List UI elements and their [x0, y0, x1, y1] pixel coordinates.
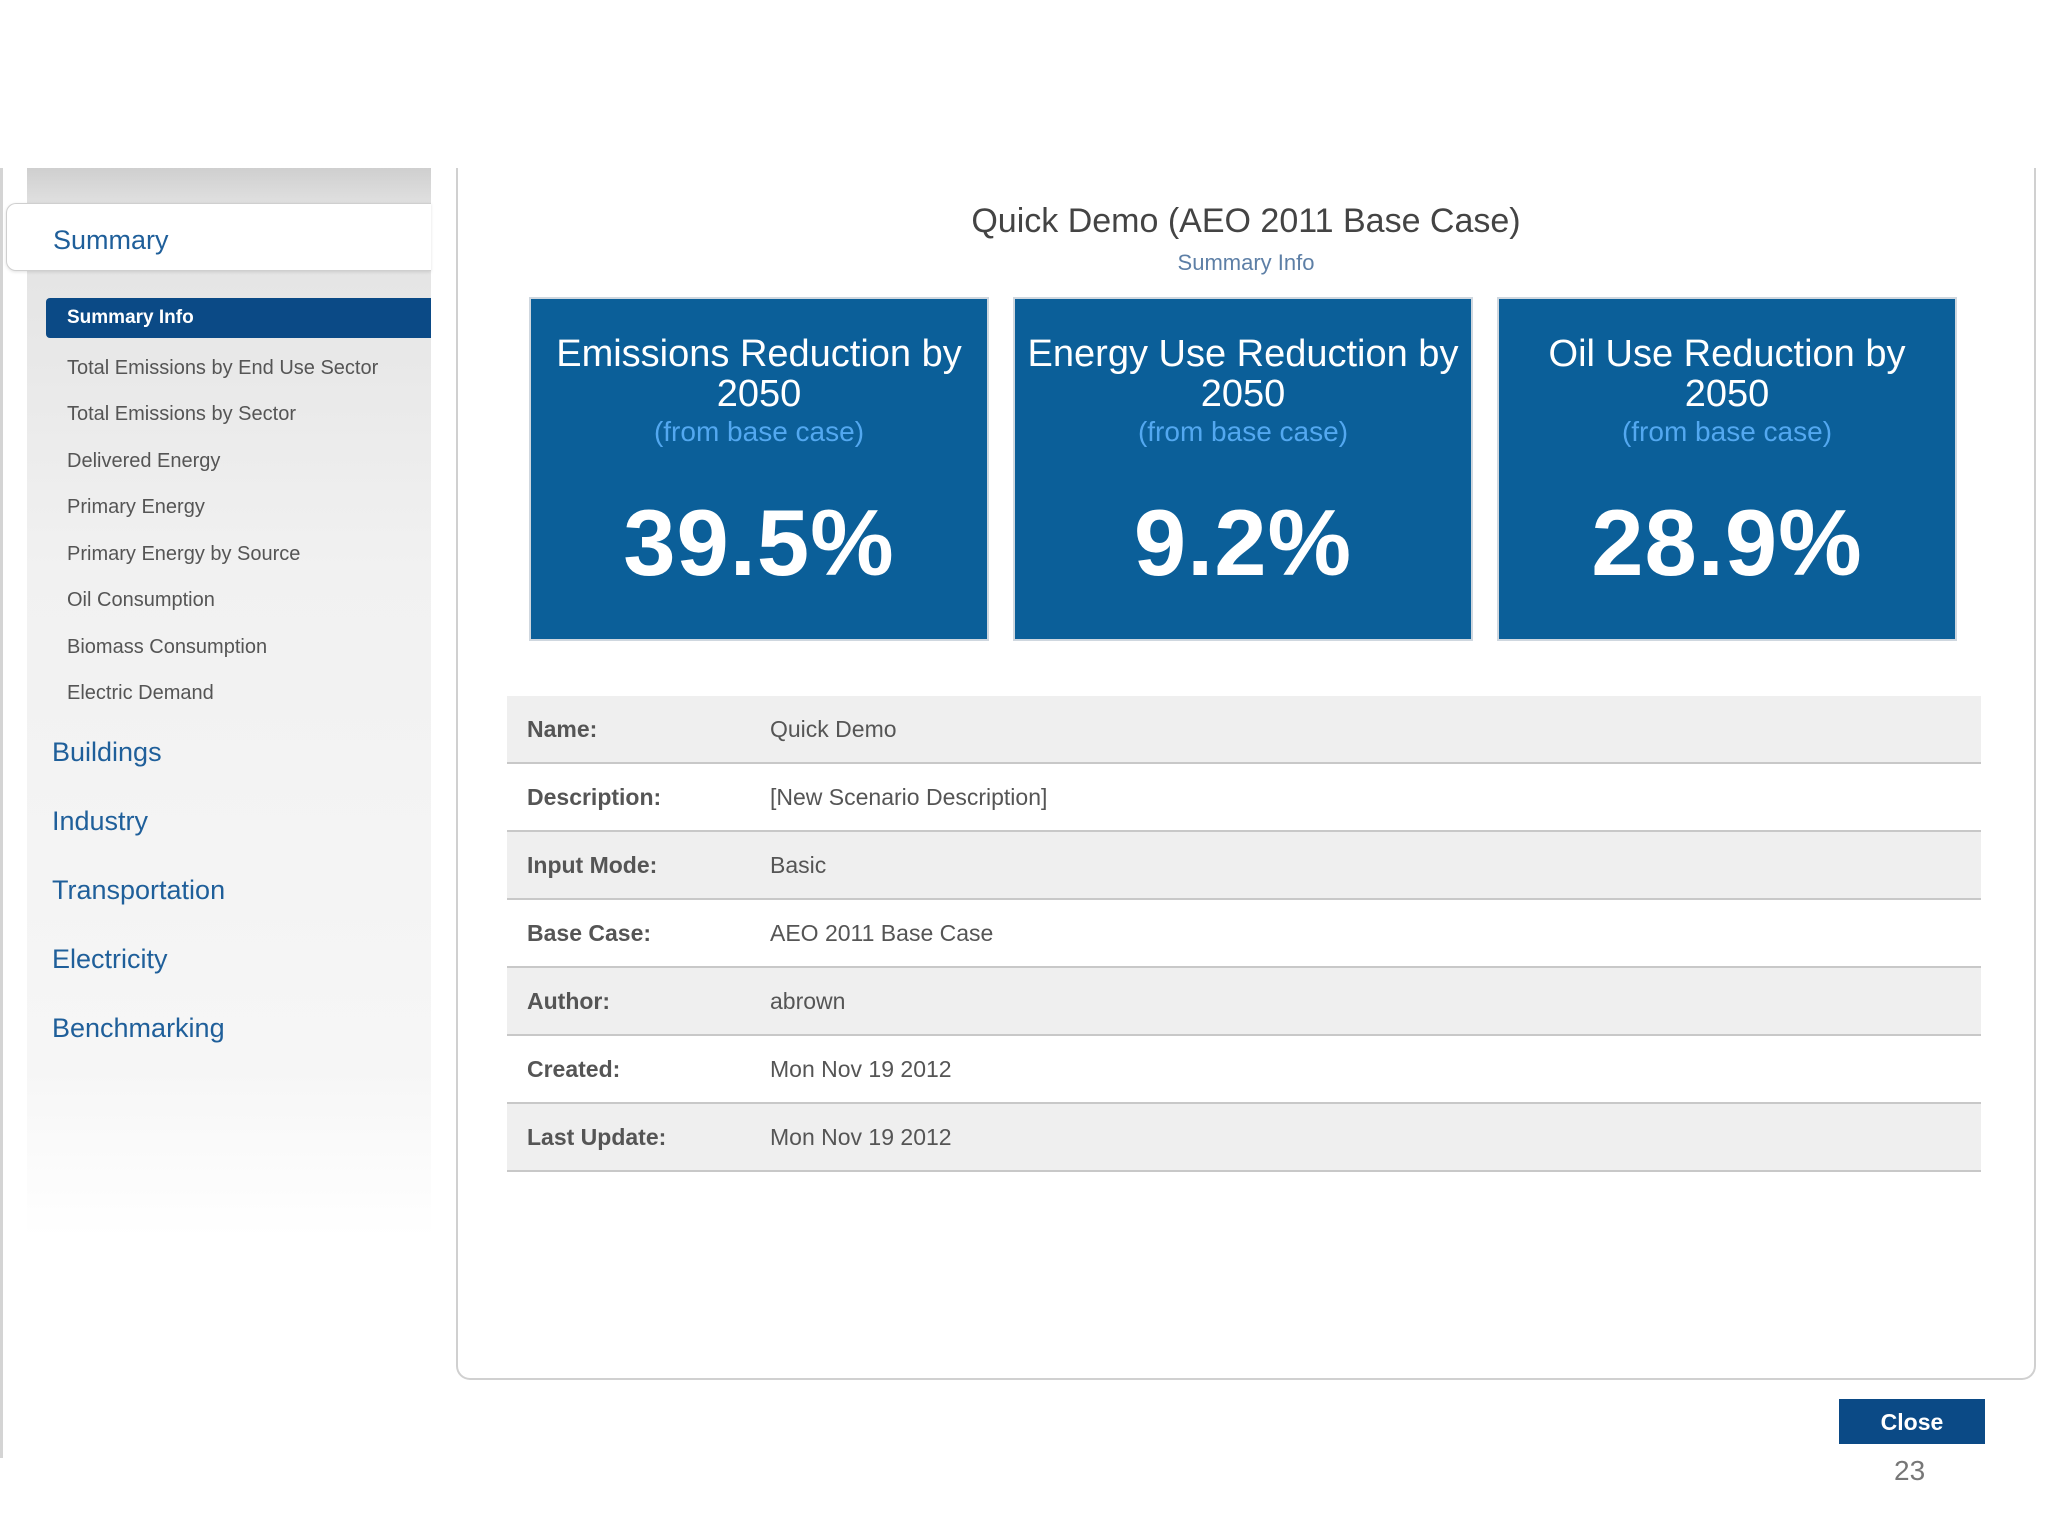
info-value: Basic — [770, 831, 1981, 900]
info-label: Description: — [507, 763, 770, 832]
sidebar-item-delivered-energy[interactable]: Delivered Energy — [67, 449, 221, 472]
sidebar-tab-summary-label: Summary — [53, 225, 169, 255]
sidebar-item-transportation[interactable]: Transportation — [52, 875, 226, 905]
sidebar-frame — [0, 168, 3, 1458]
info-value: Mon Nov 19 2012 — [770, 1035, 1981, 1104]
sidebar-item-buildings[interactable]: Buildings — [52, 737, 162, 767]
sidebar-item-benchmarking[interactable]: Benchmarking — [52, 1013, 225, 1043]
info-value: [New Scenario Description] — [770, 763, 1981, 832]
sidebar-tab-summary[interactable]: Summary — [6, 203, 431, 271]
info-label: Name: — [507, 696, 770, 764]
card-subtitle: (from base case) — [1137, 416, 1349, 447]
sidebar-item-biomass-consumption[interactable]: Biomass Consumption — [67, 635, 268, 658]
card-title: Emissions Reduction by 2050 — [556, 333, 962, 415]
close-button[interactable]: Close — [1839, 1399, 1985, 1444]
info-label: Base Case: — [507, 899, 770, 968]
table-row: Created: Mon Nov 19 2012 — [507, 1035, 1981, 1104]
info-label: Author: — [507, 967, 770, 1036]
sidebar — [27, 168, 431, 1238]
summary-sub-nav: Summary Info Total Emissions by End Use … — [46, 298, 431, 717]
sidebar-item-total-emissions-end-use[interactable]: Total Emissions by End Use Sector — [67, 356, 379, 379]
sidebar-item-summary-info[interactable]: Summary Info — [46, 298, 431, 338]
table-row: Base Case: AEO 2011 Base Case — [507, 899, 1981, 968]
sidebar-main-nav: Buildings Industry Transportation Electr… — [52, 722, 225, 1067]
sidebar-item-electric-demand[interactable]: Electric Demand — [67, 682, 214, 704]
info-value: abrown — [770, 967, 1981, 1036]
sidebar-item-electricity[interactable]: Electricity — [52, 944, 168, 974]
scenario-info-table: Name: Quick Demo Description: [New Scena… — [507, 696, 1981, 1172]
info-label: Input Mode: — [507, 831, 770, 900]
info-value: Mon Nov 19 2012 — [770, 1103, 1981, 1172]
sidebar-item-primary-energy[interactable]: Primary Energy — [67, 496, 205, 518]
sidebar-item-oil-consumption[interactable]: Oil Consumption — [67, 589, 215, 611]
table-row: Last Update: Mon Nov 19 2012 — [507, 1103, 1981, 1172]
emissions-reduction-card: Emissions Reduction by 2050 (from base c… — [529, 297, 989, 641]
card-subtitle: (from base case) — [1621, 416, 1833, 447]
card-value: 28.9% — [1591, 490, 1863, 595]
energy-use-reduction-card: Energy Use Reduction by 2050 (from base … — [1013, 297, 1473, 641]
page-number: 23 — [1894, 1455, 1926, 1486]
card-value: 39.5% — [623, 490, 895, 595]
info-value: AEO 2011 Base Case — [770, 899, 1981, 968]
card-title: Oil Use Reduction by 2050 — [1548, 333, 1906, 415]
card-subtitle: (from base case) — [653, 416, 865, 447]
sidebar-item-industry[interactable]: Industry — [52, 806, 149, 836]
page-subtitle: Summary Info — [1177, 250, 1315, 275]
info-label: Last Update: — [507, 1103, 770, 1172]
sidebar-item-total-emissions-sector[interactable]: Total Emissions by Sector — [67, 403, 296, 425]
sidebar-item-primary-energy-source[interactable]: Primary Energy by Source — [67, 542, 301, 565]
table-row: Input Mode: Basic — [507, 831, 1981, 900]
table-row: Description: [New Scenario Description] — [507, 763, 1981, 832]
info-label: Created: — [507, 1035, 770, 1104]
oil-use-reduction-card: Oil Use Reduction by 2050 (from base cas… — [1497, 297, 1957, 641]
card-value: 9.2% — [1133, 490, 1353, 595]
table-row: Name: Quick Demo — [507, 696, 1981, 764]
card-title: Energy Use Reduction by 2050 — [1027, 333, 1459, 415]
page-title: Quick Demo (AEO 2011 Base Case) — [971, 202, 1521, 240]
info-value: Quick Demo — [770, 696, 1981, 764]
table-row: Author: abrown — [507, 967, 1981, 1036]
